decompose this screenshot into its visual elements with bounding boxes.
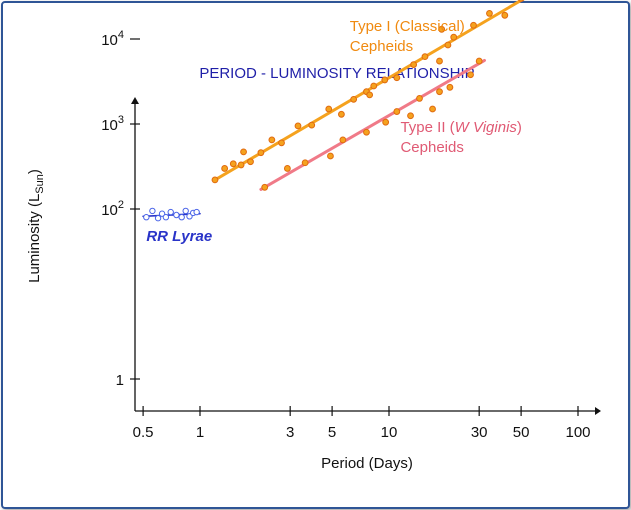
- series-label: Cepheids: [350, 38, 413, 55]
- fit-line-0: [213, 0, 525, 182]
- data-point: [308, 121, 316, 129]
- data-point: [261, 183, 269, 191]
- data-point: [325, 105, 333, 113]
- data-point: [247, 158, 254, 166]
- data-point: [143, 214, 150, 221]
- chart-title: PERIOD - LUMINOSITY RELATIONSHIP: [199, 65, 474, 82]
- data-point: [436, 57, 443, 65]
- data-point: [173, 211, 180, 219]
- x-axis-arrow: [595, 407, 601, 415]
- data-point: [381, 76, 389, 84]
- data-point: [294, 122, 302, 130]
- data-point: [178, 214, 185, 221]
- data-point: [393, 108, 401, 115]
- data-point: [475, 57, 483, 65]
- data-point: [167, 208, 174, 216]
- data-point: [393, 74, 401, 82]
- data-point: [467, 71, 474, 79]
- data-point: [149, 207, 156, 215]
- data-point: [182, 207, 189, 215]
- data-point: [407, 112, 414, 120]
- data-point: [501, 11, 509, 19]
- data-point: [438, 25, 446, 33]
- x-tick-label: 50: [513, 424, 530, 441]
- data-point: [350, 95, 358, 103]
- data-point: [268, 136, 276, 144]
- data-point: [382, 118, 390, 126]
- data-point: [339, 136, 347, 144]
- y-tick-label: 102: [101, 199, 124, 219]
- data-point: [327, 152, 334, 160]
- data-point: [363, 128, 370, 136]
- y-tick-label: 104: [101, 29, 124, 49]
- data-point: [444, 41, 452, 49]
- data-point: [370, 82, 378, 90]
- data-point: [240, 148, 247, 156]
- x-tick-label: 30: [471, 424, 488, 441]
- series-label: Type I (Classical): [350, 18, 465, 35]
- data-point: [283, 165, 291, 172]
- data-point: [211, 176, 219, 184]
- data-point: [162, 214, 170, 221]
- series-label: Cepheids: [400, 139, 463, 156]
- x-tick-label: 1: [196, 424, 204, 441]
- data-point: [416, 95, 423, 102]
- y-axis-label: Luminosity (LSun): [26, 169, 46, 283]
- y-tick-label: 1: [116, 372, 124, 389]
- data-point: [470, 21, 477, 29]
- y-axis-arrow: [131, 97, 139, 104]
- data-point: [229, 160, 237, 168]
- x-axis-label: Period (Days): [321, 455, 413, 472]
- data-point: [366, 91, 374, 99]
- series-label: RR Lyrae: [146, 228, 212, 245]
- data-point: [158, 210, 166, 217]
- data-point: [421, 53, 429, 61]
- data-point: [436, 88, 443, 96]
- x-tick-label: 3: [286, 424, 294, 441]
- data-point: [301, 159, 309, 167]
- data-point: [193, 208, 200, 216]
- data-point: [257, 149, 265, 157]
- data-point: [338, 110, 345, 118]
- data-point: [429, 105, 436, 113]
- data-point: [446, 83, 454, 91]
- data-point: [410, 61, 418, 68]
- data-point: [278, 139, 285, 147]
- fit-line-1: [259, 58, 486, 191]
- data-point: [221, 165, 229, 172]
- x-tick-label: 5: [328, 424, 336, 441]
- data-point: [237, 161, 245, 169]
- series-label: Type II (W Viginis): [400, 119, 521, 136]
- data-point: [154, 214, 162, 222]
- data-point: [518, 0, 525, 2]
- x-tick-label: 0.5: [133, 424, 154, 441]
- x-tick-label: 10: [381, 424, 398, 441]
- y-tick-label: 103: [101, 114, 124, 134]
- x-tick-label: 100: [565, 424, 590, 441]
- data-point: [450, 33, 458, 41]
- data-point: [486, 10, 493, 17]
